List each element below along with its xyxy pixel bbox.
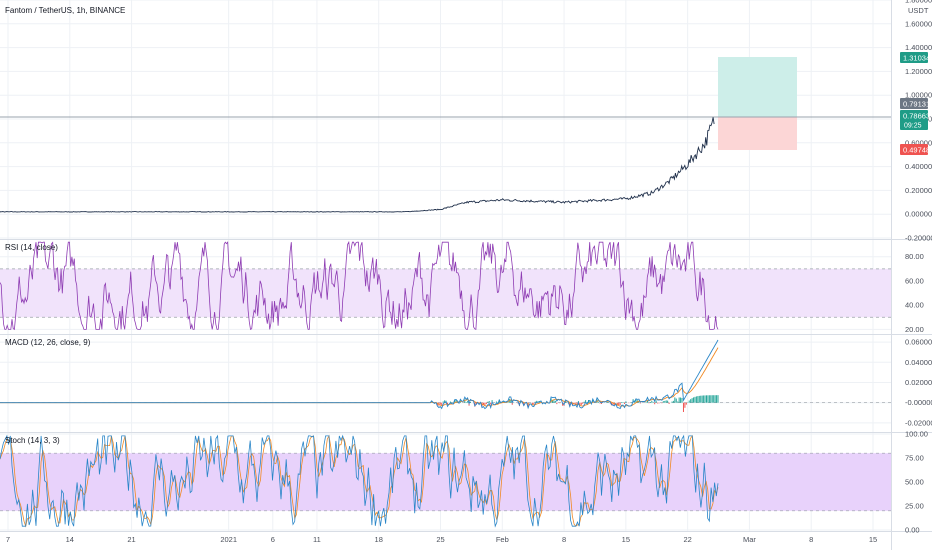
y-tick-label: 80.00 [905,252,924,261]
x-tick-label: 8 [809,535,813,544]
x-tick-label: 15 [869,535,877,544]
y-tick-label: -0.00000 [905,398,932,407]
rsi-series[interactable] [0,240,719,331]
y-tick-label: 0.40000 [905,162,932,171]
y-tick-label: 0.04000 [905,358,932,367]
stop-badge: 0.49748 [900,144,930,155]
y-tick-label: 0.00000 [905,210,932,219]
y-tick-label: 40.00 [905,301,924,310]
y-tick-label: 1.00000 [905,91,932,100]
y-tick-label: 1.80000 [905,0,932,5]
y-tick-label: 0.20000 [905,186,932,195]
entry-badge: 0.78663 09:25 [900,110,930,130]
y-tick-label: -0.02000 [905,418,932,427]
x-tick-label: 22 [683,535,691,544]
x-tick-label: 21 [127,535,135,544]
x-tick-label: Mar [743,535,756,544]
x-tick-label: 8 [562,535,566,544]
stop-badge-text: 0.49748 [903,146,930,155]
y-tick-label: 25.00 [905,502,924,511]
macd-label: MACD (12, 26, close, 9) [5,338,91,347]
rsi-label: RSI (14, close) [5,243,58,252]
x-tick-label: Feb [496,535,509,544]
stop-zone[interactable] [718,117,797,150]
y-tick-label: 75.00 [905,454,924,463]
last-price-badge: 0.79131 [900,98,930,109]
rsi-band [0,268,891,318]
x-tick-label: 14 [66,535,74,544]
x-tick-label: 15 [622,535,630,544]
x-tick-label: 18 [375,535,383,544]
price-series[interactable] [0,117,715,213]
y-tick-label: 100.00 [905,430,928,439]
y-tick-label: 1.60000 [905,19,932,28]
currency-label: USDT [908,6,929,15]
y-tick-label: 1.20000 [905,67,932,76]
stoch-band [0,453,891,511]
macd-series[interactable] [0,339,719,410]
x-tick-label: 2021 [220,535,237,544]
target-badge: 1.31034 [900,52,930,63]
y-tick-label: 60.00 [905,276,924,285]
y-tick-label: 50.00 [905,478,924,487]
stoch-k-series[interactable] [0,434,719,528]
y-tick-label: 0.06000 [905,338,932,347]
target-badge-text: 1.31034 [903,54,930,63]
stoch-label: Stoch (14, 3, 3) [5,436,60,445]
y-tick-label: 0.02000 [905,378,932,387]
y-tick-label: 0.00 [905,526,920,535]
x-tick-label: 25 [436,535,444,544]
x-tick-label: 7 [6,535,10,544]
x-tick-label: 6 [271,535,275,544]
last-price-badge-text: 0.79131 [903,100,930,109]
y-tick-label: -0.20000 [905,234,932,243]
countdown-text: 09:25 [904,123,922,130]
chart-title: Fantom / TetherUS, 1h, BINANCE [5,6,125,15]
target-zone[interactable] [718,57,797,117]
y-tick-label: 1.40000 [905,43,932,52]
y-tick-label: 20.00 [905,325,924,334]
entry-badge-text: 0.78663 [903,112,930,121]
y-tick-label: 0.60000 [905,138,932,147]
x-tick-label: 11 [313,535,321,544]
